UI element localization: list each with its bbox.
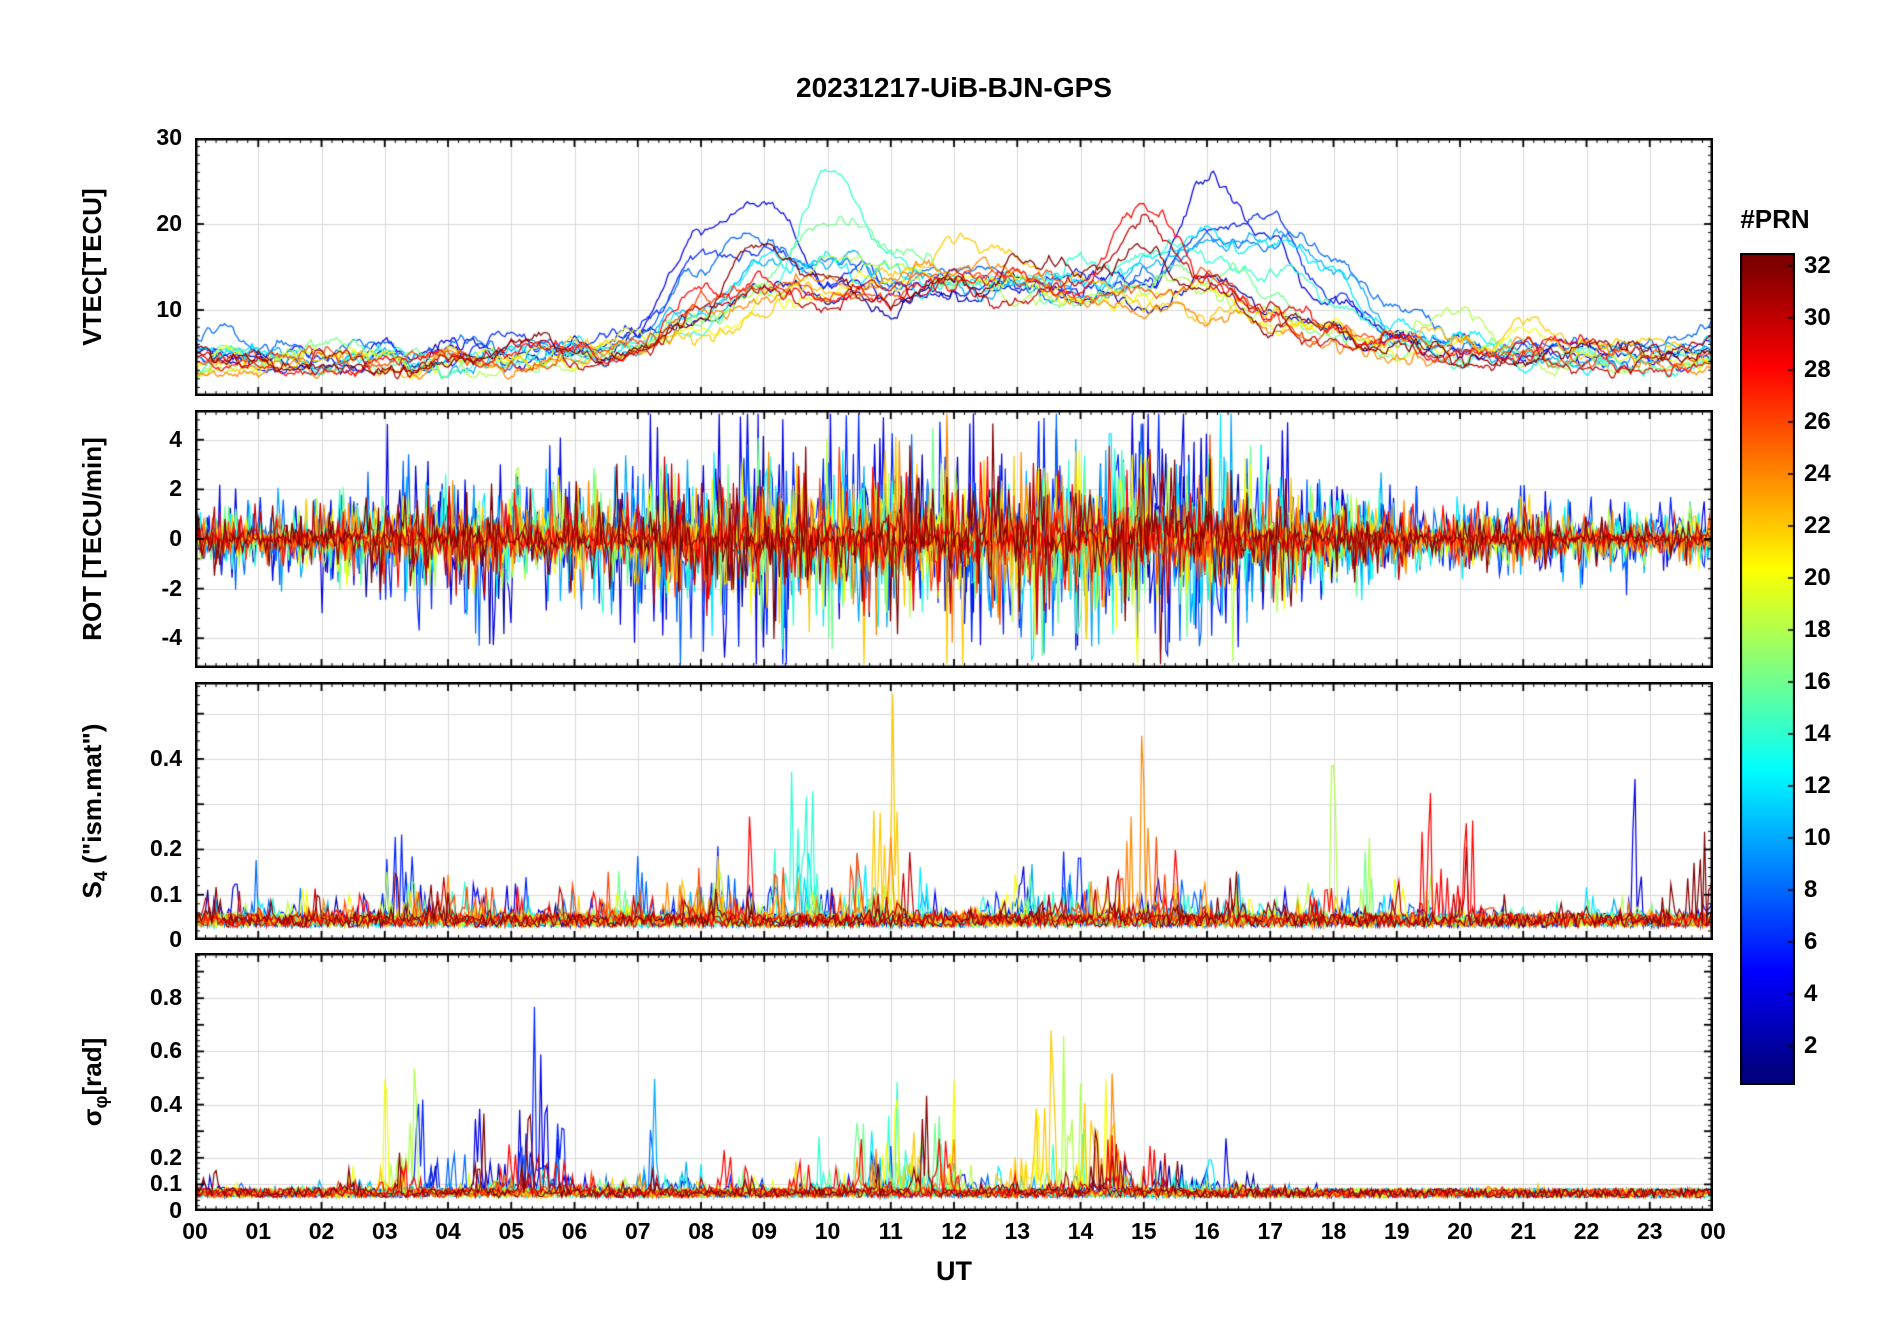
x-tick-label: 05 — [498, 1218, 525, 1244]
colorbar-tick-label: 16 — [1804, 668, 1831, 695]
colorbar-tick-label: 28 — [1804, 356, 1831, 383]
x-tick-label: 02 — [308, 1218, 335, 1244]
x-tick-label: 19 — [1383, 1218, 1410, 1244]
x-tick-label: 23 — [1636, 1218, 1663, 1244]
x-tick-label: 12 — [941, 1218, 967, 1244]
y-tick-label: 0 — [169, 926, 182, 952]
colorbar-tick-label: 14 — [1804, 720, 1831, 747]
y-tick-label: 4 — [169, 425, 182, 452]
colorbar-tick-label: 8 — [1804, 876, 1818, 903]
x-tick-label: 21 — [1510, 1218, 1537, 1244]
x-tick-label: 09 — [751, 1218, 778, 1244]
colorbar-tick-label: 10 — [1804, 824, 1831, 851]
y-tick-label: 0 — [169, 1197, 182, 1223]
s4-plot-canvas — [195, 682, 1713, 940]
x-tick-label: 22 — [1573, 1218, 1600, 1244]
x-tick-label: 00 — [1700, 1218, 1726, 1244]
x-axis-label: UT — [936, 1256, 972, 1286]
colorbar-tick-label: 18 — [1804, 616, 1831, 643]
y-tick-label: 0.8 — [150, 984, 182, 1011]
x-tick-label: 08 — [688, 1218, 714, 1244]
colorbar-tick-label: 6 — [1804, 928, 1818, 955]
y-tick-label: -2 — [161, 574, 182, 601]
y-tick-label: 0.1 — [150, 1170, 182, 1197]
colorbar-tick-label: 32 — [1804, 252, 1831, 279]
colorbar-tick-label: 4 — [1804, 980, 1818, 1007]
colorbar-tick-label: 2 — [1804, 1032, 1818, 1059]
chart-title: 20231217-UiB-BJN-GPS — [796, 72, 1112, 103]
x-tick-label: 01 — [245, 1218, 272, 1244]
x-tick-label: 10 — [814, 1218, 841, 1244]
colorbar-tick-label: 30 — [1804, 304, 1831, 331]
rot-plot-canvas — [195, 410, 1713, 668]
y-tick-label: 30 — [156, 124, 182, 150]
x-tick-label: 15 — [1130, 1218, 1157, 1244]
colorbar-tick-label: 12 — [1804, 772, 1831, 799]
prn-colorbar — [1740, 253, 1795, 1085]
x-tick-label: 17 — [1257, 1218, 1284, 1244]
x-tick-label: 16 — [1194, 1218, 1220, 1244]
x-tick-label: 04 — [435, 1218, 461, 1244]
y-tick-label: 0 — [169, 525, 182, 551]
colorbar-tick-label: 22 — [1804, 512, 1831, 539]
x-tick-label: 13 — [1004, 1218, 1031, 1244]
x-tick-label: 18 — [1320, 1218, 1347, 1244]
sigmaphi-plot-canvas — [195, 953, 1713, 1211]
colorbar-tick-label: 20 — [1804, 564, 1831, 591]
x-tick-label: 06 — [561, 1218, 588, 1244]
y-tick-label: -4 — [161, 624, 182, 651]
y-tick-label: 0.1 — [150, 880, 182, 907]
y-tick-label: 20 — [156, 210, 182, 236]
y-tick-label: 0.4 — [150, 744, 182, 771]
x-tick-label: 14 — [1067, 1218, 1094, 1244]
y-tick-label: 2 — [169, 475, 182, 502]
colorbar-title: #PRN — [1740, 204, 1810, 234]
y-tick-label: 0.2 — [150, 835, 182, 862]
y-tick-label: 0.6 — [150, 1037, 182, 1064]
y-tick-label: 10 — [156, 296, 182, 322]
vtec-plot-canvas — [195, 138, 1713, 396]
y-tick-label: 0.4 — [150, 1090, 182, 1117]
colorbar-tick-label: 26 — [1804, 408, 1831, 435]
y-tick-label: 0.2 — [150, 1143, 182, 1170]
colorbar-tick-label: 24 — [1804, 460, 1831, 487]
x-tick-label: 11 — [878, 1218, 903, 1244]
x-tick-label: 20 — [1447, 1218, 1473, 1244]
x-tick-label: 07 — [624, 1218, 651, 1244]
x-tick-label: 00 — [182, 1218, 208, 1244]
x-tick-label: 03 — [371, 1218, 398, 1244]
